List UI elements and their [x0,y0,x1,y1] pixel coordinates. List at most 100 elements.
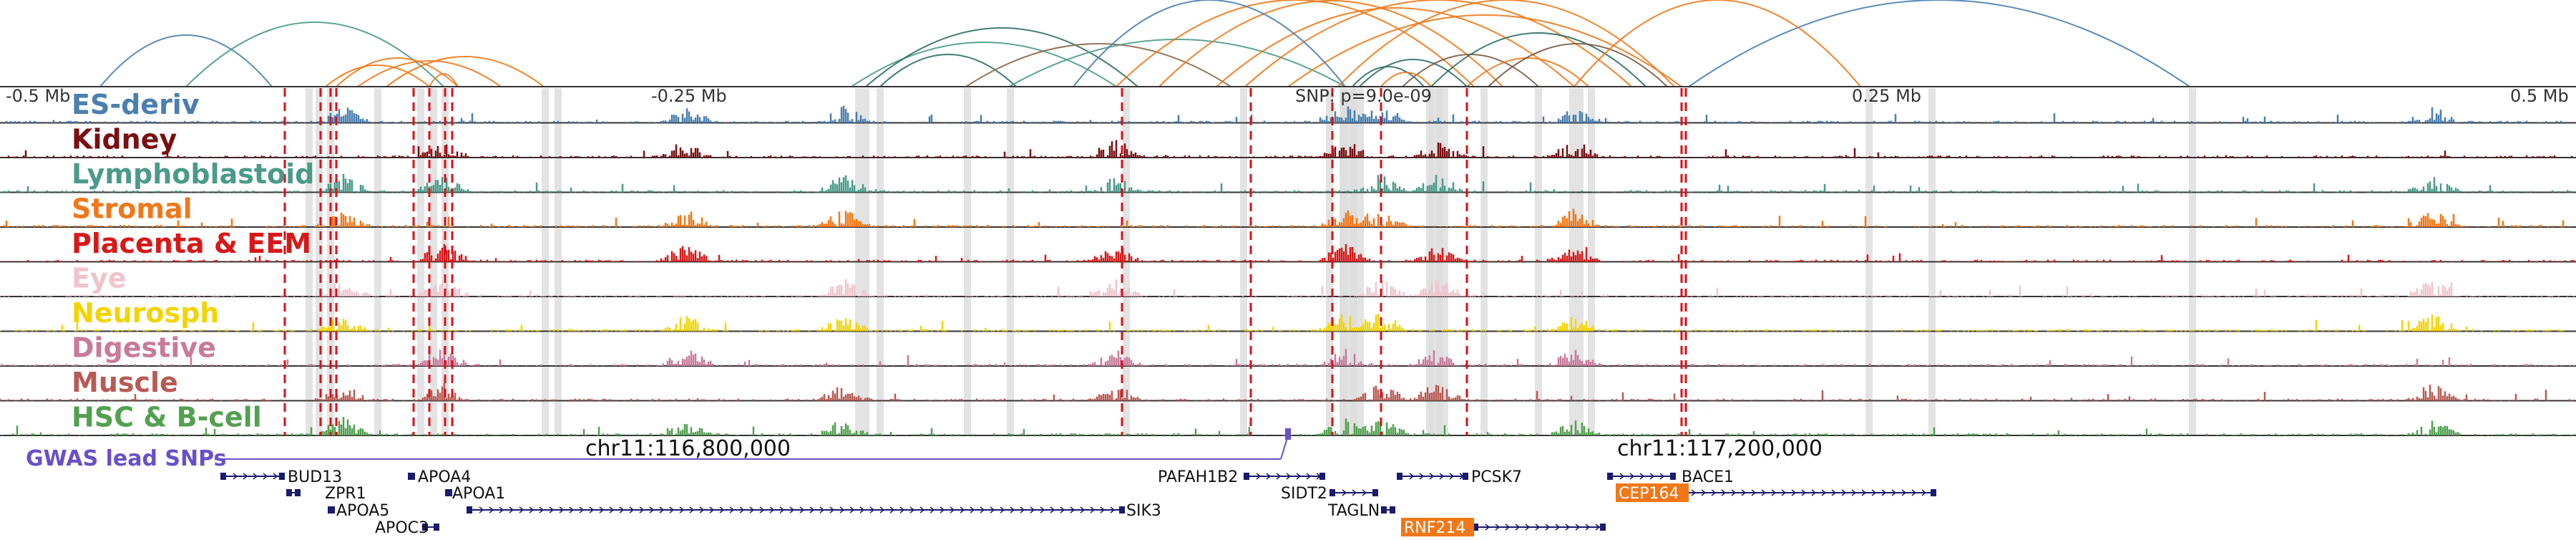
interaction-arc [1466,57,1589,87]
strand-arrow [589,506,595,514]
interaction-arc [1352,66,1425,87]
strand-arrow [1050,506,1055,514]
track-6 [0,314,2576,332]
strand-arrow [1030,506,1035,514]
gene-exon [408,473,414,480]
strand-arrow [1256,473,1262,480]
gene-9: TAGLN [1327,502,1395,520]
gene-exon [329,506,335,514]
strand-arrow [629,506,635,514]
gene-exon [286,489,292,496]
strand-arrow [1831,489,1837,496]
interaction-arc [99,34,273,87]
strand-arrow [1619,473,1625,480]
strand-arrow [1100,506,1106,514]
gene-label: RNF214 [1404,519,1465,537]
interaction-arc [1688,0,2190,87]
strand-arrow [879,506,885,514]
gene-label: BUD13 [288,468,342,486]
strand-arrow [609,506,615,514]
strand-arrow [1409,473,1415,480]
gene-exon [1600,524,1606,531]
strand-arrow [619,506,625,514]
gene-exon [1931,489,1936,496]
strand-arrow [970,506,975,514]
strand-arrow [1555,524,1561,531]
strand-arrow [719,506,725,514]
strand-arrow [1342,489,1347,496]
strand-arrow [1761,489,1767,496]
track-signal [0,173,2573,193]
gene-highlight [1616,483,1689,502]
gene-label: ZPR1 [325,485,366,503]
strand-arrow [1276,473,1282,480]
strand-arrow [569,506,575,514]
interaction-arc [185,21,444,87]
strand-arrow [479,506,484,514]
strand-arrow [1316,473,1322,480]
interaction-arc [1574,0,1861,87]
strand-arrow [1721,489,1727,496]
interaction-arc [1244,0,1632,87]
strand-arrow [990,506,995,514]
strand-arrow [1070,506,1075,514]
strand-arrow [1495,524,1501,531]
strand-arrow [1505,524,1511,531]
strand-arrow [519,506,525,514]
strand-arrow [679,506,685,514]
strand-arrow [1811,489,1817,496]
strand-arrow [539,506,545,514]
strand-arrow [1010,506,1015,514]
strand-arrow [769,506,775,514]
track-signal [0,208,2571,227]
gene-label: APOA5 [336,502,389,520]
coordinate-label: chr11:116,800,000 [585,436,791,461]
gene-exon [422,524,428,531]
interaction-arc [965,43,1231,87]
strand-arrow [729,506,735,514]
track-label: ES-deriv [72,89,200,120]
track-label: Stromal [72,193,192,225]
strand-arrow [1306,473,1312,480]
strand-arrow [579,506,585,514]
strand-arrow [1691,489,1697,496]
strand-arrow [869,506,875,514]
gwas-label: GWAS lead SNPs [26,446,226,471]
track-signal [5,105,2569,123]
gene-exon [1119,506,1125,514]
strand-arrow [509,506,514,514]
strand-arrow [1060,506,1065,514]
gwas-snp-marker [1285,428,1291,440]
strand-arrow [1629,473,1635,480]
gene-7: PAFAH1B2 [1158,468,1325,486]
gene-exon [467,506,472,514]
strand-arrow [1419,473,1425,480]
axis-tick-label: 0.25 Mb [1852,86,1921,106]
gene-exon [1390,506,1395,514]
track-labels: ES-deriv KidneyLymphoblastoidStromalPlace… [72,89,314,433]
strand-arrow [1000,506,1005,514]
coordinate-label: chr11:117,200,000 [1617,436,1823,461]
strand-arrow [779,506,785,514]
gene-exon [1607,473,1613,480]
strand-arrow [1881,489,1887,496]
interaction-arc [1337,0,1675,87]
strand-arrow [669,506,675,514]
interaction-arc [386,56,545,87]
interaction-arc [1116,0,1475,87]
interaction-arc [1380,72,1432,87]
strand-arrow [1731,489,1737,496]
strand-arrow [699,506,705,514]
gene-1: ZPR1 [286,485,366,503]
axis-tick-label: -0.5 Mb [6,86,70,106]
interaction-arc [357,60,502,87]
strand-arrow [749,506,755,514]
interaction-arc [1216,7,1575,87]
strand-arrow [1080,506,1085,514]
interaction-arc [879,54,1017,87]
interaction-arc [1430,32,1646,87]
strand-arrow [499,506,504,514]
strand-arrow [1771,489,1777,496]
track-label: Digestive [72,332,216,364]
